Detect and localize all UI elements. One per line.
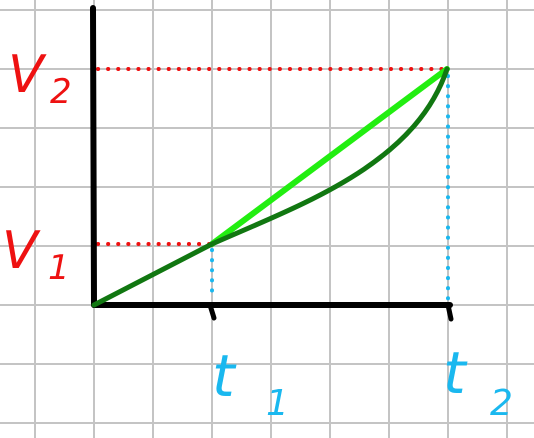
t2-label: t (443, 339, 468, 407)
t2-tick (445, 302, 454, 322)
v2-label: V (8, 45, 47, 105)
t1-tick (207, 302, 217, 321)
v1-subscript: 1 (48, 248, 70, 288)
t1-subscript: 1 (266, 383, 289, 424)
velocity-curve (91, 66, 450, 308)
v1-label: V (2, 221, 41, 281)
vertical-axis (90, 5, 97, 308)
t2-subscript: 2 (490, 383, 513, 424)
v2-subscript: 2 (50, 72, 72, 112)
t1-label: t (212, 342, 237, 410)
chord-line (209, 66, 450, 247)
